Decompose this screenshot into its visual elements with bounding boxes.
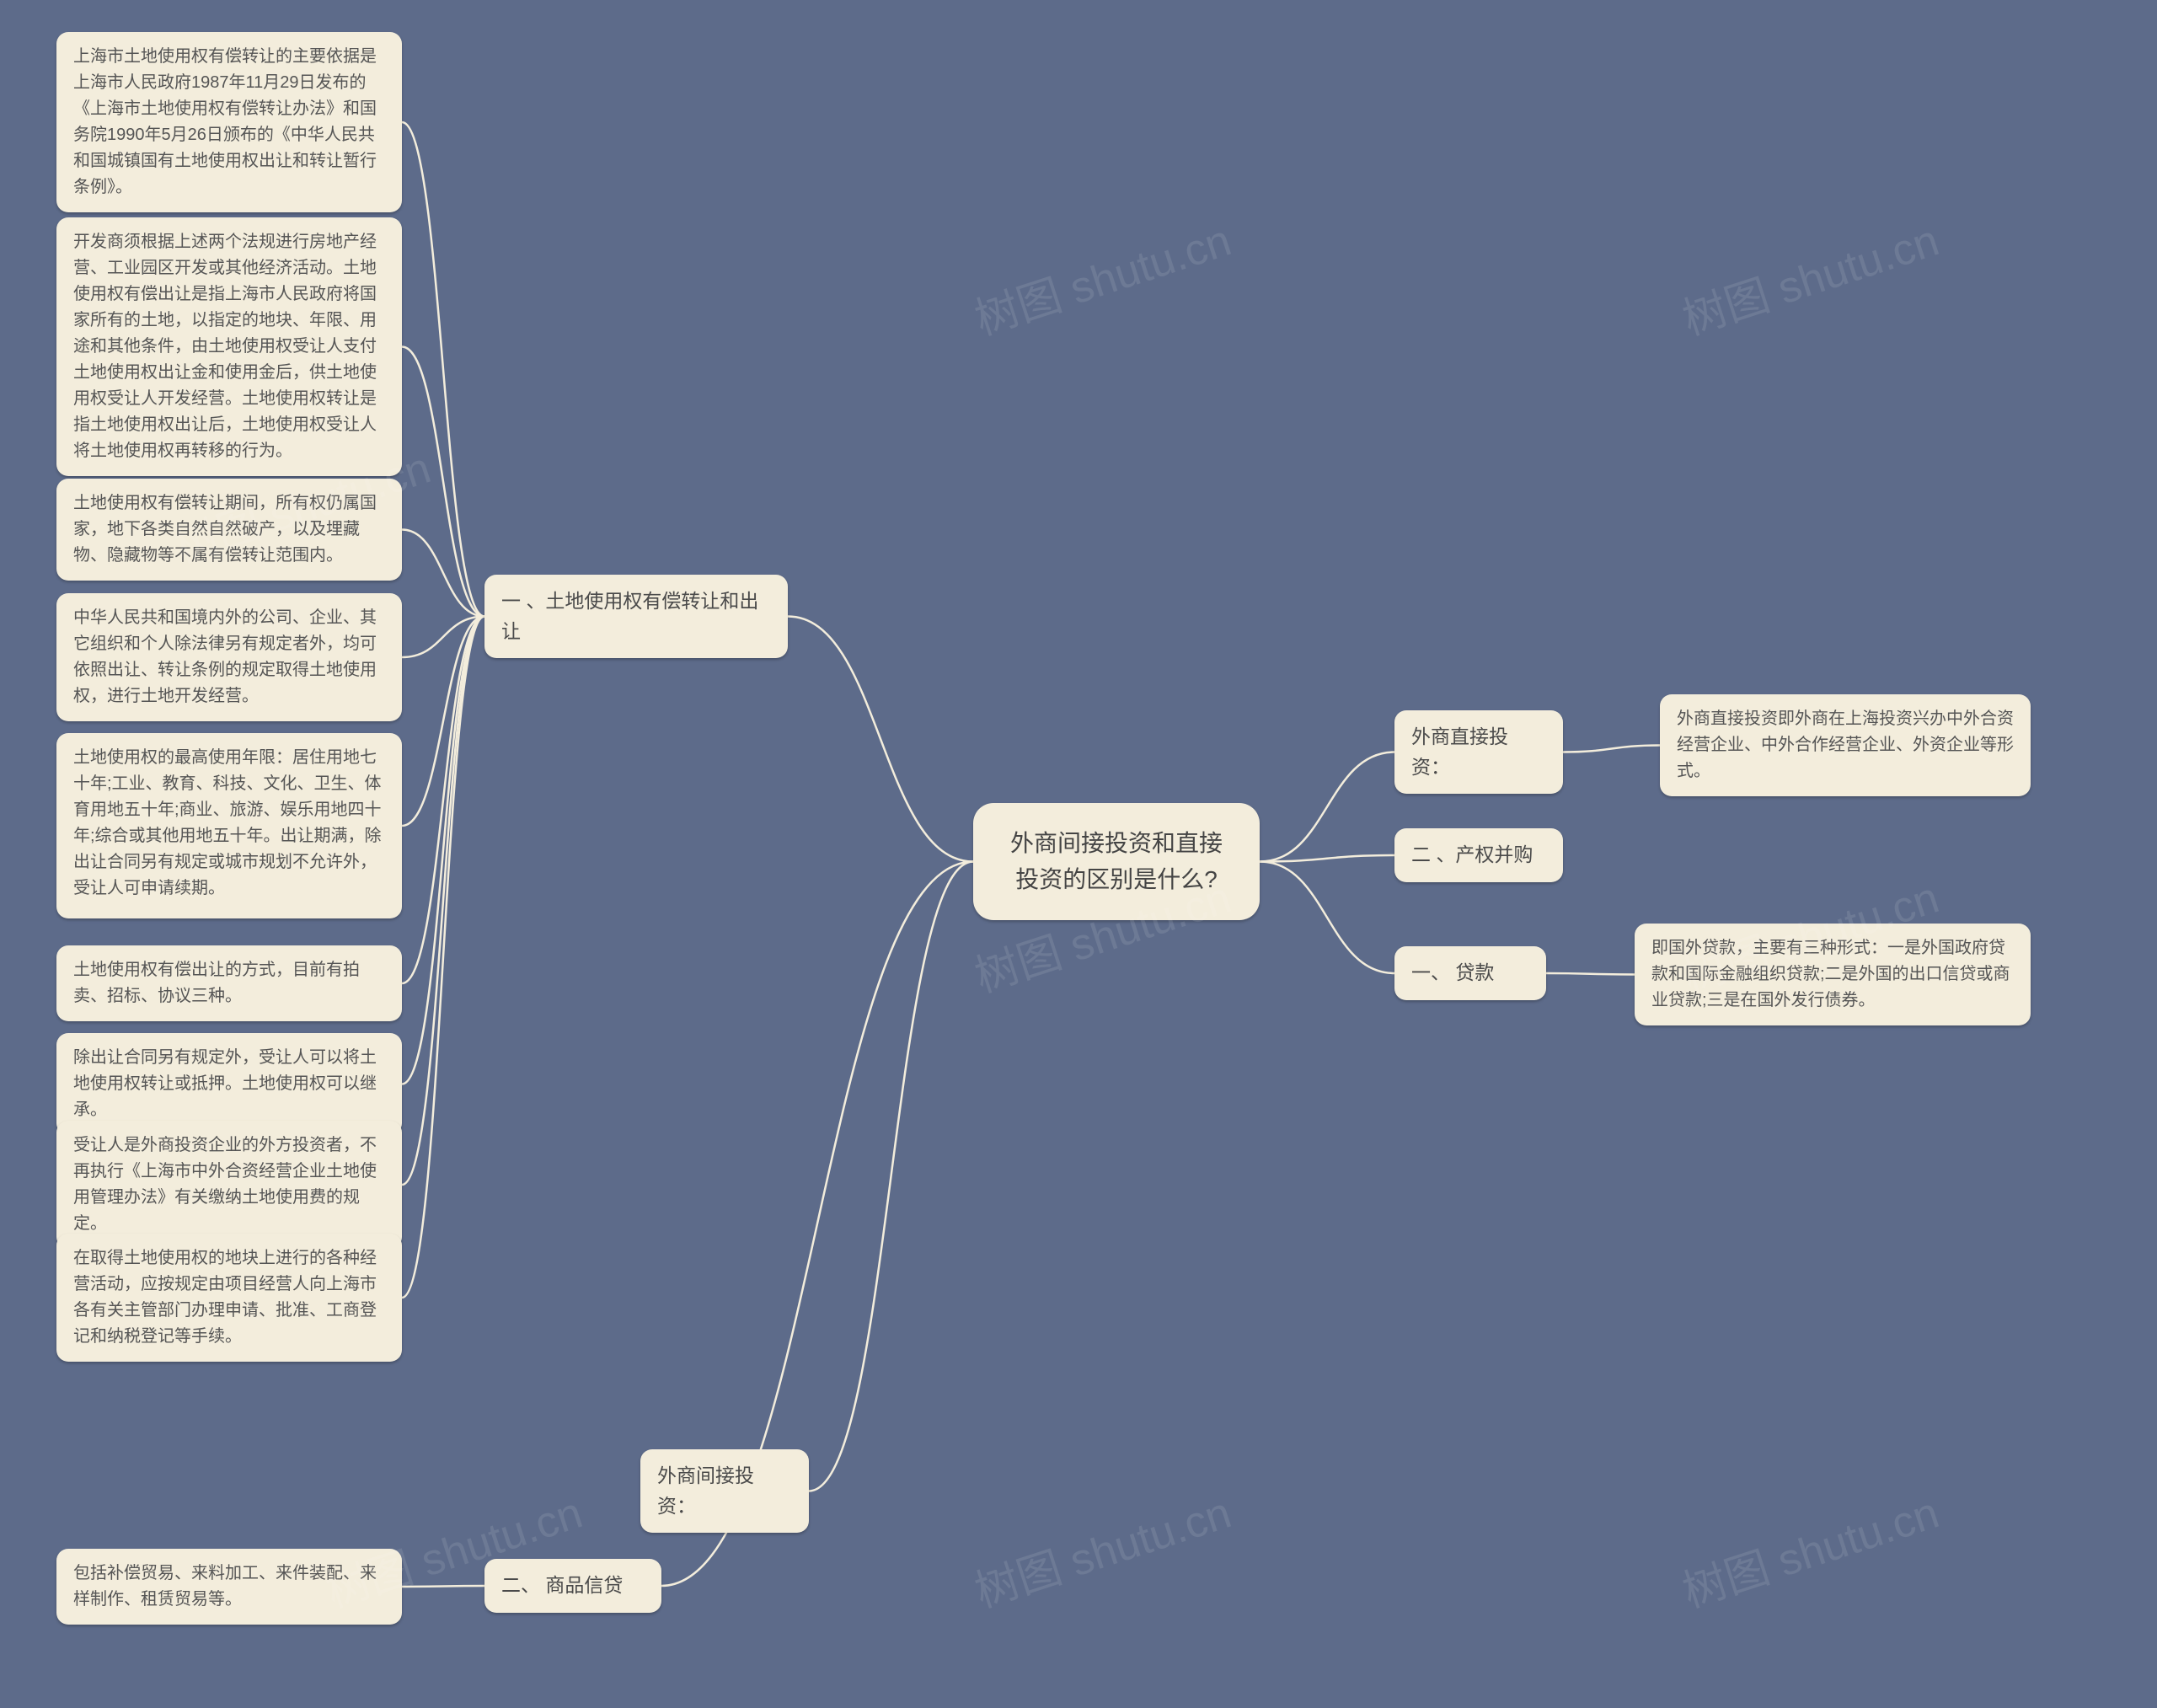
watermark: 树图 shutu.cn [1673,1477,1946,1620]
mindmap-node-L1b: 开发商须根据上述两个法规进行房地产经营、工业园区开发或其他经济活动。土地使用权有… [56,217,402,476]
edge [402,617,484,1084]
mindmap-node-L1: 一 、土地使用权有偿转让和出让 [484,575,788,658]
mindmap-node-L1c: 土地使用权有偿转让期间，所有权仍属国家，地下各类自然自然破产，以及埋藏物、隐藏物… [56,479,402,581]
mindmap-node-L1e: 土地使用权的最高使用年限：居住用地七十年;工业、教育、科技、文化、卫生、体育用地… [56,733,402,918]
edge [402,617,484,658]
edge [402,1586,484,1587]
mindmap-node-R3a: 即国外贷款，主要有三种形式：一是外国政府贷款和国际金融组织贷款;二是外国的出口信… [1635,924,2031,1025]
mindmap-node-L1i: 在取得土地使用权的地块上进行的各种经营活动，应按规定由项目经营人向上海市各有关主… [56,1234,402,1362]
edge [402,122,484,617]
mindmap-node-L3a: 包括补偿贸易、来料加工、来件装配、来样制作、租赁贸易等。 [56,1549,402,1625]
edge [1260,752,1394,862]
edge [402,347,484,617]
watermark: 树图 shutu.cn [966,205,1238,347]
edge [1546,973,1635,975]
node-text: 二 、产权并购 [1411,843,1533,865]
edge [1260,862,1394,974]
edge [809,862,973,1491]
node-text: 土地使用权有偿出让的方式，目前有拍卖、招标、协议三种。 [73,961,360,1005]
node-text: 中华人民共和国境内外的公司、企业、其它组织和个人除法律另有规定者外，均可依照出让… [73,608,377,705]
node-text: 上海市土地使用权有偿转让的主要依据是上海市人民政府1987年11月29日发布的《… [73,47,377,196]
edge [1563,746,1660,752]
node-text: 外商直接投资即外商在上海投资兴办中外合资经营企业、中外合作经营企业、外资企业等形… [1677,709,2014,780]
node-text: 外商间接投资和直接投资的区别是什么? [1010,830,1223,892]
node-text: 开发商须根据上述两个法规进行房地产经营、工业园区开发或其他经济活动。土地使用权有… [73,233,377,460]
node-text: 在取得土地使用权的地块上进行的各种经营活动，应按规定由项目经营人向上海市各有关主… [73,1249,377,1346]
edge [402,530,484,617]
mindmap-node-L1f: 土地使用权有偿出让的方式，目前有拍卖、招标、协议三种。 [56,945,402,1021]
edge [402,617,484,1186]
node-text: 一、 贷款 [1411,961,1494,983]
mindmap-node-L1d: 中华人民共和国境内外的公司、企业、其它组织和个人除法律另有规定者外，均可依照出让… [56,593,402,721]
node-text: 受让人是外商投资企业的外方投资者，不再执行《上海市中外合资经营企业土地使用管理办… [73,1136,377,1233]
edge [402,617,484,1298]
mindmap-node-R1a: 外商直接投资即外商在上海投资兴办中外合资经营企业、中外合作经营企业、外资企业等形… [1660,694,2031,796]
mindmap-node-L2: 外商间接投资： [640,1449,809,1533]
edge [402,617,484,827]
node-text: 包括补偿贸易、来料加工、来件装配、来样制作、租赁贸易等。 [73,1564,377,1609]
node-text: 外商直接投资： [1411,725,1508,778]
node-text: 土地使用权的最高使用年限：居住用地七十年;工业、教育、科技、文化、卫生、体育用地… [73,748,382,897]
node-text: 除出让合同另有规定外，受让人可以将土地使用权转让或抵押。土地使用权可以继承。 [73,1048,377,1119]
node-text: 土地使用权有偿转让期间，所有权仍属国家，地下各类自然自然破产，以及埋藏物、隐藏物… [73,494,377,565]
mindmap-node-L1g: 除出让合同另有规定外，受让人可以将土地使用权转让或抵押。土地使用权可以继承。 [56,1033,402,1135]
mindmap-node-c: 外商间接投资和直接投资的区别是什么? [973,803,1260,920]
node-text: 二、 商品信贷 [501,1574,623,1596]
mindmap-node-R3: 一、 贷款 [1394,946,1546,1000]
mindmap-node-L1h: 受让人是外商投资企业的外方投资者，不再执行《上海市中外合资经营企业土地使用管理办… [56,1121,402,1249]
node-text: 即国外贷款，主要有三种形式：一是外国政府贷款和国际金融组织贷款;二是外国的出口信… [1651,939,2010,1009]
watermark: 树图 shutu.cn [1673,205,1946,347]
mindmap-node-R2: 二 、产权并购 [1394,828,1563,882]
mindmap-node-L1a: 上海市土地使用权有偿转让的主要依据是上海市人民政府1987年11月29日发布的《… [56,32,402,212]
mindmap-node-L3: 二、 商品信贷 [484,1559,661,1613]
watermark: 树图 shutu.cn [966,1477,1238,1620]
mindmap-node-R1: 外商直接投资： [1394,710,1563,794]
node-text: 外商间接投资： [657,1464,754,1517]
edge [402,617,484,984]
edge [1260,855,1394,862]
node-text: 一 、土地使用权有偿转让和出让 [501,590,758,642]
edge [788,617,973,862]
